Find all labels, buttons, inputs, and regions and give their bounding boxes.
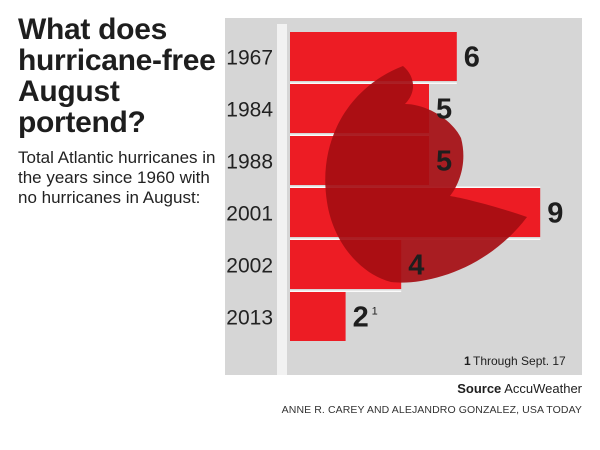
bar-separator (290, 290, 402, 292)
chart-subtitle: Total Atlantic hurricanes in the years s… (18, 148, 216, 207)
value-label-2001: 9 (547, 198, 563, 230)
labels-layer: 1967 6 1984 5 1988 5 2001 9 2002 4 2013 2 1 (226, 42, 563, 334)
value-label-2013: 2 (353, 302, 369, 334)
footnote-number: 1 (464, 354, 471, 368)
category-label-2002: 2002 (226, 255, 273, 278)
source-line: Source AccuWeather (457, 381, 582, 396)
value-label-1984: 5 (436, 94, 452, 126)
value-label-2002: 4 (408, 250, 424, 282)
axis-baseline (277, 24, 287, 375)
hurricane-symbol-icon (325, 66, 527, 283)
source-name: AccuWeather (504, 381, 582, 396)
category-label-1984: 1984 (226, 99, 273, 122)
category-label-2013: 2013 (226, 307, 273, 330)
category-label-1967: 1967 (226, 47, 273, 70)
credit-line: ANNE R. CAREY AND ALEJANDRO GONZALEZ, US… (281, 404, 582, 416)
bar-2013 (290, 292, 346, 341)
bar-1967 (290, 32, 457, 81)
footnote-text: Through Sept. 17 (473, 354, 566, 368)
category-label-1988: 1988 (226, 151, 273, 174)
category-label-2001: 2001 (226, 203, 273, 226)
chart-panel: 1967 6 1984 5 1988 5 2001 9 2002 4 2013 2 1 1 Throug… (225, 18, 582, 375)
value-label-1967: 6 (464, 42, 480, 74)
chart-title: What does hurricane-free August portend? (18, 13, 216, 139)
footnote-mark-2013: 1 (372, 306, 378, 318)
value-label-1988: 5 (436, 146, 452, 178)
source-label: Source (457, 381, 502, 396)
